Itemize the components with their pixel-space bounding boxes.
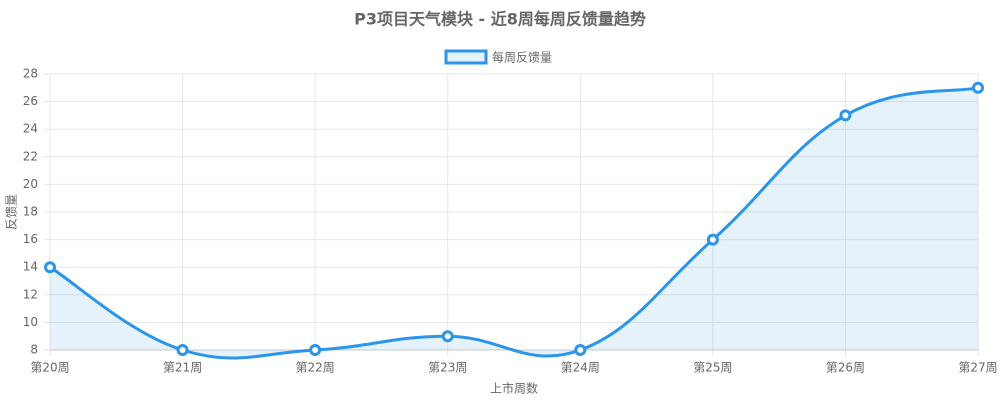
x-tick-label: 第21周 [163,361,202,375]
y-tick-label: 14 [23,260,38,274]
y-tick-label: 28 [23,67,38,81]
x-tick-label: 第22周 [296,361,335,375]
x-tick-label: 第23周 [428,361,467,375]
y-tick-label: 10 [23,315,38,329]
y-tick-label: 24 [23,122,38,136]
x-tick-label: 第26周 [826,361,865,375]
y-axis-title: 反馈量 [5,194,19,230]
x-tick-label: 第20周 [30,361,69,375]
y-tick-label: 8 [30,343,38,357]
x-tick-label: 第27周 [958,361,997,375]
point [972,81,984,94]
legend-swatch [444,49,488,65]
point [706,233,719,246]
y-tick-label: 22 [23,149,38,163]
point [176,344,189,356]
chart-title: P3项目天气模块 - 近8周每周反馈量趋势 [354,10,646,29]
point [441,330,454,343]
y-tick-label: 20 [23,177,38,191]
legend-label: 每周反馈量 [492,50,552,65]
point [309,344,322,356]
y-tick-label: 16 [23,232,38,246]
x-tick-label: 第24周 [561,361,600,375]
x-axis-title: 上市周数 [490,381,538,396]
x-tick-label: 第25周 [693,361,732,375]
y-tick-label: 26 [23,94,38,108]
point [839,109,852,122]
y-tick-label: 12 [23,287,38,301]
point [44,261,56,274]
area [50,87,978,359]
line [49,86,979,360]
point [574,344,587,356]
y-tick-label: 18 [23,205,38,219]
